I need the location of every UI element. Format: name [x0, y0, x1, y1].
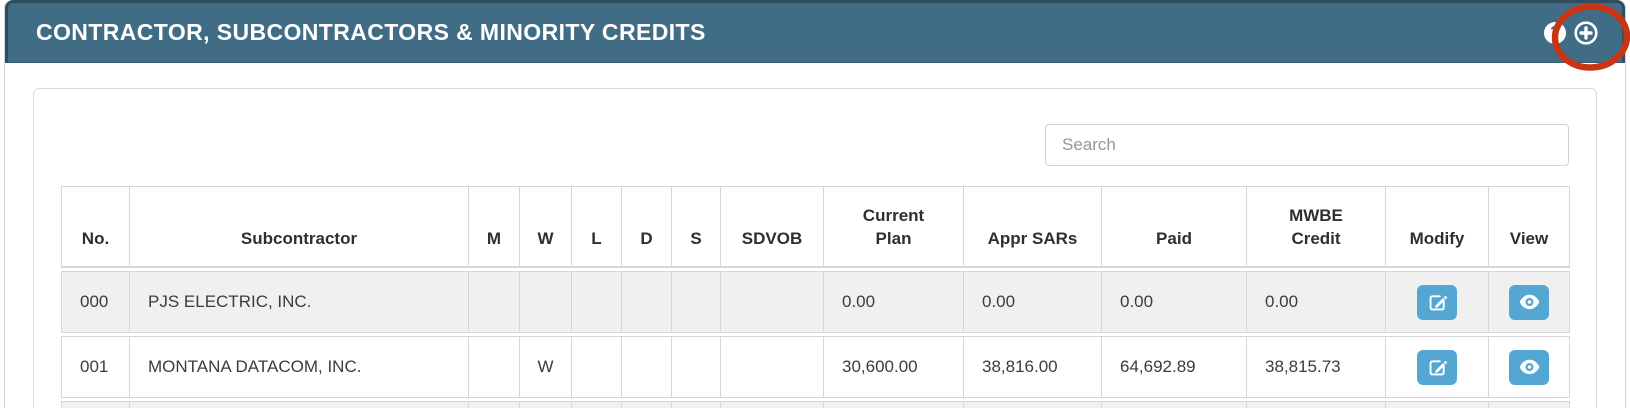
cell-d	[621, 401, 671, 408]
cell-no	[61, 401, 129, 408]
cell-subcontractor: PJS ELECTRIC, INC.	[129, 271, 468, 333]
column-header-d: D	[621, 186, 671, 268]
column-header-modify: Modify	[1385, 186, 1488, 268]
cell-no: 000	[61, 271, 129, 333]
cell-l	[571, 271, 621, 333]
cell-appr_sars: 38,816.00	[963, 336, 1101, 398]
cell-appr_sars: 0.00	[963, 271, 1101, 333]
contractor-credits-panel: CONTRACTOR, SUBCONTRACTORS & MINORITY CR…	[4, 0, 1626, 408]
cell-w	[519, 401, 571, 408]
cell-view	[1488, 336, 1570, 398]
panel-header: CONTRACTOR, SUBCONTRACTORS & MINORITY CR…	[5, 0, 1625, 63]
cell-subcontractor	[129, 401, 468, 408]
table-header-row: No. Subcontractor M W L D S SDVOB Current Plan Ap…	[61, 186, 1570, 268]
search-row	[61, 124, 1569, 166]
cell-l	[571, 401, 621, 408]
cell-paid: 64,692.89	[1101, 336, 1246, 398]
cell-modify	[1385, 401, 1488, 408]
plus-circle-icon	[1574, 20, 1598, 45]
view-button[interactable]	[1509, 349, 1549, 385]
column-header-appr_sars: Appr SARs	[963, 186, 1101, 268]
help-icon-glyph: ?	[1544, 21, 1566, 44]
eye-icon	[1519, 294, 1539, 310]
cell-mwbe_credit: 0.00	[1246, 271, 1385, 333]
cell-s	[671, 336, 720, 398]
edit-icon	[1429, 359, 1447, 375]
column-header-view: View	[1488, 186, 1570, 268]
panel-header-icons: ?	[1543, 20, 1598, 45]
eye-icon	[1519, 359, 1539, 375]
column-header-s: S	[671, 186, 720, 268]
cell-m	[468, 401, 519, 408]
column-header-l: L	[571, 186, 621, 268]
help-icon[interactable]: ?	[1543, 21, 1567, 45]
cell-paid	[1101, 401, 1246, 408]
cell-view	[1488, 271, 1570, 333]
cell-current_plan: 0.00	[823, 271, 963, 333]
search-input[interactable]	[1045, 124, 1569, 166]
cell-sdvob	[720, 336, 823, 398]
column-header-subcontractor: Subcontractor	[129, 186, 468, 268]
cell-w	[519, 271, 571, 333]
cell-m	[468, 271, 519, 333]
cell-appr_sars	[963, 401, 1101, 408]
cell-s	[671, 401, 720, 408]
column-header-current_plan: Current Plan	[823, 186, 963, 268]
column-header-paid: Paid	[1101, 186, 1246, 268]
subcontractors-table: No. Subcontractor M W L D S SDVOB Current Plan Ap…	[61, 183, 1570, 408]
table-row: 001 MONTANA DATACOM, INC. W 30,600.00 38,816…	[61, 336, 1570, 398]
column-header-no: No.	[61, 186, 129, 268]
edit-icon	[1429, 294, 1447, 310]
column-header-sdvob: SDVOB	[720, 186, 823, 268]
cell-s	[671, 271, 720, 333]
cell-l	[571, 336, 621, 398]
table-row: 000 PJS ELECTRIC, INC. 0.00 0.00 0.00 0.00	[61, 271, 1570, 333]
column-header-mwbe_credit: MWBE Credit	[1246, 186, 1385, 268]
cell-modify	[1385, 336, 1488, 398]
cell-m	[468, 336, 519, 398]
cell-w: W	[519, 336, 571, 398]
cell-current_plan: 30,600.00	[823, 336, 963, 398]
view-button[interactable]	[1509, 284, 1549, 320]
column-header-w: W	[519, 186, 571, 268]
cell-subcontractor: MONTANA DATACOM, INC.	[129, 336, 468, 398]
cell-sdvob	[720, 401, 823, 408]
cell-d	[621, 271, 671, 333]
cell-current_plan	[823, 401, 963, 408]
cell-paid: 0.00	[1101, 271, 1246, 333]
cell-mwbe_credit: 38,815.73	[1246, 336, 1385, 398]
cell-view	[1488, 401, 1570, 408]
table-row	[61, 401, 1570, 408]
cell-sdvob	[720, 271, 823, 333]
column-header-m: M	[468, 186, 519, 268]
add-icon[interactable]	[1574, 20, 1598, 45]
modify-button[interactable]	[1417, 284, 1457, 320]
cell-mwbe_credit	[1246, 401, 1385, 408]
cell-no: 001	[61, 336, 129, 398]
panel-title: CONTRACTOR, SUBCONTRACTORS & MINORITY CR…	[36, 19, 706, 45]
cell-modify	[1385, 271, 1488, 333]
cell-d	[621, 336, 671, 398]
modify-button[interactable]	[1417, 349, 1457, 385]
